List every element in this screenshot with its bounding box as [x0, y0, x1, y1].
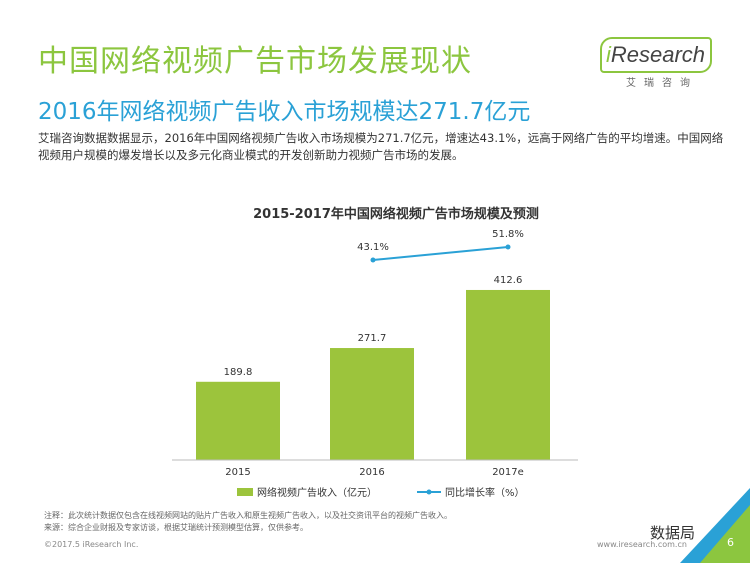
growth-rate-line	[372, 246, 509, 261]
logo-cn: 艾瑞咨询	[626, 78, 698, 89]
bar-value-label: 189.8	[224, 367, 253, 378]
page-number: 6	[727, 536, 734, 549]
chart-title: 2015-2017年中国网络视频广告市场规模及预测	[253, 206, 539, 222]
logo-brand-prefix: i	[606, 42, 611, 67]
logo-brand-rest: Research	[610, 42, 706, 67]
site-url: www.iresearch.com.cn	[597, 540, 687, 549]
logo-bubble-icon	[600, 37, 712, 73]
bar-2015	[196, 381, 280, 460]
legend-bar-swatch	[237, 488, 253, 496]
growth-rate-label: 51.8%	[492, 229, 524, 240]
iresearch-logo: iResearch 艾瑞咨询	[600, 37, 715, 90]
bar-value-label: 271.7	[358, 333, 387, 344]
legend-line-marker	[426, 489, 432, 495]
page-title: 中国网络视频广告市场发展现状	[38, 44, 472, 79]
watermark-text: 数据局	[650, 524, 696, 542]
logo-brand: iResearch	[606, 42, 705, 68]
bar-2017e	[466, 289, 550, 460]
bar-value-label: 412.6	[494, 275, 523, 286]
growth-rate-point	[370, 257, 376, 263]
description-text: 艾瑞咨询数据数据显示，2016年中国网络视频广告收入市场规模为271.7亿元，增…	[38, 131, 724, 162]
footnote-remark: 注释：此次统计数据仅包含在线视频网站的贴片广告收入和原生视频广告收入，以及社交资…	[44, 511, 452, 520]
x-tick-label: 2015	[225, 467, 250, 478]
legend-line-label: 同比增长率（%）	[445, 486, 525, 499]
x-tick-label: 2016	[359, 467, 384, 478]
legend-bar-label: 网络视频广告收入（亿元）	[257, 486, 377, 499]
page-subtitle: 2016年网络视频广告收入市场规模达271.7亿元	[38, 99, 531, 125]
growth-rate-point	[505, 244, 511, 250]
x-tick-label: 2017e	[492, 467, 524, 478]
copyright-text: ©2017.5 iResearch Inc.	[44, 540, 139, 549]
growth-rate-label: 43.1%	[357, 242, 389, 253]
bar-2016	[330, 348, 414, 460]
footnote-source: 来源：综合企业财报及专家访谈，根据艾瑞统计预测模型估算，仅供参考。	[44, 523, 308, 532]
